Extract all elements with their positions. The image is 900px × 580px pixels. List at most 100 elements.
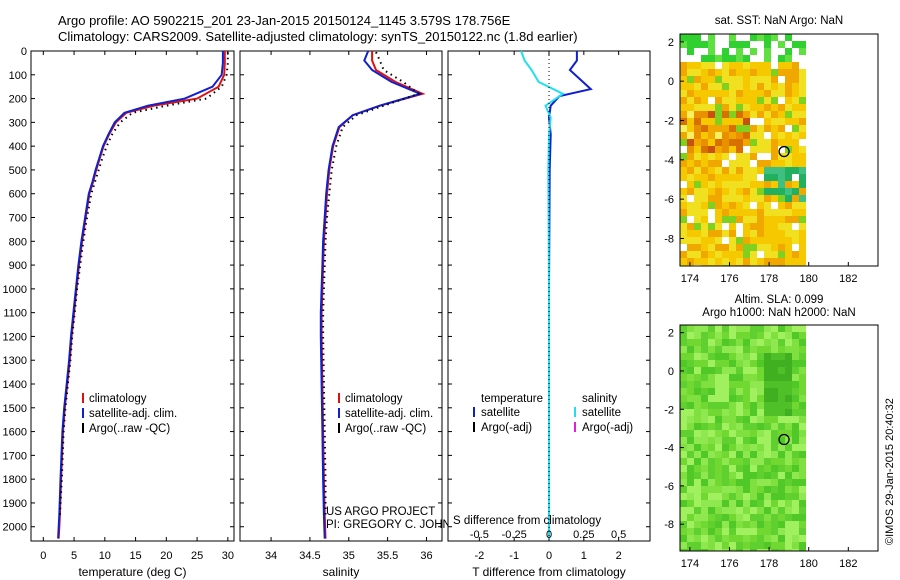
map-cell: [778, 132, 785, 139]
map-cell: [792, 125, 799, 132]
map-cell: [694, 111, 701, 118]
map-cell: [694, 181, 701, 188]
map-cell: [715, 514, 722, 521]
map-cell: [785, 409, 792, 416]
map-cell: [785, 181, 792, 188]
map-cell: [771, 493, 778, 500]
map-cell: [757, 325, 764, 332]
map-cell: [792, 549, 799, 551]
map-cell: [701, 479, 708, 486]
map-cell: [687, 542, 694, 549]
map-cell: [771, 381, 778, 388]
map-cell: [743, 346, 750, 353]
map-cell: [792, 174, 799, 181]
map-cell: [701, 437, 708, 444]
map-cell: [729, 549, 736, 551]
map-cell: [715, 195, 722, 202]
map-cell: [736, 83, 743, 90]
map-cell: [778, 237, 785, 244]
legend-label: satellite-adj. clim.: [345, 408, 433, 420]
map-cell: [715, 223, 722, 230]
map-cell: [778, 437, 785, 444]
map-cell: [680, 223, 687, 230]
map-cell: [764, 423, 771, 430]
map-cell: [792, 521, 799, 528]
map-cell: [771, 507, 778, 514]
map-cell: [743, 493, 750, 500]
map-cell: [729, 346, 736, 353]
map-cell: [722, 332, 729, 339]
map-y-tick-label: -6: [664, 481, 674, 493]
map-cell: [757, 174, 764, 181]
map-cell: [729, 223, 736, 230]
map-cell: [792, 69, 799, 76]
map-cell: [680, 346, 687, 353]
map-cell: [701, 188, 708, 195]
map-cell: [764, 69, 771, 76]
map-cell: [750, 353, 757, 360]
map-cell: [708, 451, 715, 458]
map-cell: [715, 97, 722, 104]
map-cell: [722, 48, 729, 55]
map-cell: [785, 465, 792, 472]
map-cell: [757, 139, 764, 146]
map-cell: [715, 346, 722, 353]
map-cell: [757, 493, 764, 500]
map-cell: [771, 486, 778, 493]
map-cell: [757, 458, 764, 465]
map-cell: [799, 535, 806, 542]
map-cell: [687, 111, 694, 118]
map-cell: [708, 48, 715, 55]
map-cell: [764, 153, 771, 160]
map-cell: [757, 258, 764, 265]
map-cell: [729, 332, 736, 339]
map-cell: [792, 500, 799, 507]
map-cell: [701, 125, 708, 132]
map-cell: [722, 174, 729, 181]
map-cell: [722, 153, 729, 160]
map-cell: [757, 230, 764, 237]
map-cell: [771, 181, 778, 188]
map-cell: [750, 195, 757, 202]
map-cell: [743, 251, 750, 258]
map-cell: [750, 451, 757, 458]
map-cell: [792, 528, 799, 535]
y-tick-label: 1400: [3, 379, 27, 391]
map-cell: [778, 430, 785, 437]
map-cell: [778, 174, 785, 181]
map-cell: [778, 223, 785, 230]
map-cell: [743, 388, 750, 395]
map-cell: [750, 230, 757, 237]
temperature-profile-frame: [30, 50, 235, 542]
map-cell: [778, 367, 785, 374]
map-cell: [792, 479, 799, 486]
map-cell: [701, 332, 708, 339]
map-cell: [680, 118, 687, 125]
map-cell: [764, 209, 771, 216]
map-cell: [743, 132, 750, 139]
map-cell: [778, 118, 785, 125]
map-cell: [764, 244, 771, 251]
map-cell: [680, 507, 687, 514]
map-cell: [785, 125, 792, 132]
series-line: [58, 52, 229, 515]
map-cell: [743, 528, 750, 535]
map-cell: [799, 367, 806, 374]
map-cell: [771, 195, 778, 202]
map-cell: [708, 118, 715, 125]
legend-label: Argo(-adj): [582, 422, 633, 434]
map-cell: [715, 437, 722, 444]
map-cell: [722, 444, 729, 451]
map-cell: [750, 395, 757, 402]
map-cell: [785, 388, 792, 395]
map-cell: [757, 188, 764, 195]
map-cell: [799, 381, 806, 388]
map-cell: [694, 34, 701, 41]
map-cell: [785, 160, 792, 167]
map-cell: [701, 244, 708, 251]
map-cell: [750, 409, 757, 416]
map-cell: [743, 374, 750, 381]
map-cell: [729, 244, 736, 251]
map-cell: [799, 202, 806, 209]
map-cell: [743, 472, 750, 479]
